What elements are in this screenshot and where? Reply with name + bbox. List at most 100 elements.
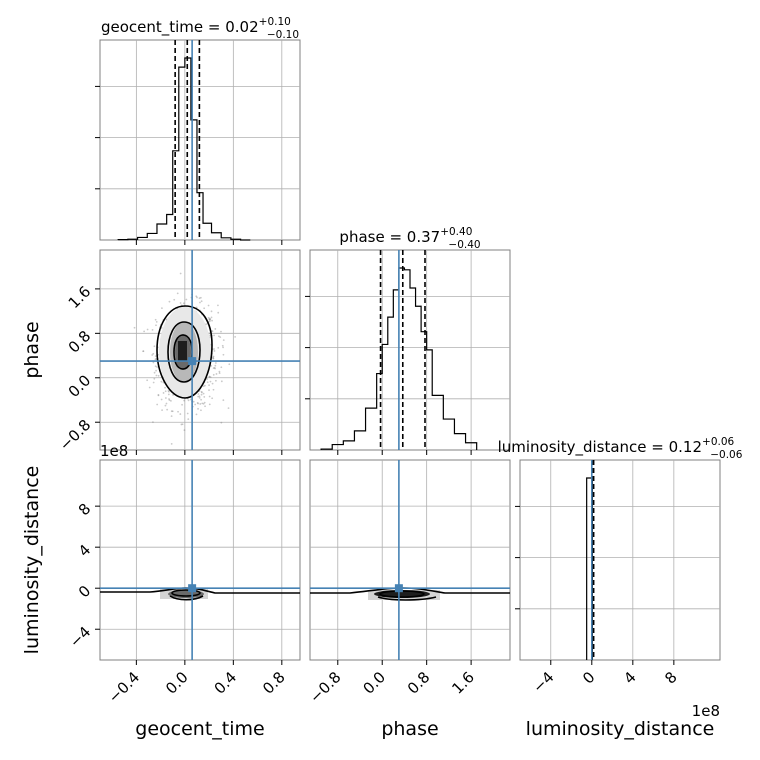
- sample-point: [195, 295, 198, 298]
- sample-point: [209, 380, 212, 383]
- sample-point: [214, 362, 217, 364]
- sample-point: [199, 403, 202, 405]
- sample-point: [179, 302, 182, 304]
- sample-point: [234, 335, 237, 338]
- panel-joint-phase-luminosity-distance: −0.8 0.0 0.8 1.6: [306, 459, 511, 707]
- histogram: [320, 267, 478, 450]
- sample-point: [187, 399, 190, 402]
- sample-point: [212, 367, 215, 370]
- sample-point: [157, 374, 160, 377]
- quantile-lines: [379, 250, 426, 450]
- x-tick-label: 1.6: [448, 668, 478, 698]
- y-tick-label: 1.6: [65, 283, 95, 313]
- y-tick-label: −0.8: [56, 416, 94, 454]
- sample-point: [204, 384, 206, 387]
- panel-title-phase: phase = 0.37+0.40 −0.40: [339, 226, 480, 251]
- sample-point: [208, 318, 211, 320]
- sample-point: [167, 389, 170, 392]
- sample-point: [157, 394, 160, 397]
- sample-point: [209, 376, 212, 379]
- sample-point: [179, 272, 182, 275]
- x-axis-label-geocent-time: geocent_time: [135, 718, 264, 740]
- grid: [310, 250, 510, 455]
- sample-point: [213, 350, 216, 352]
- sample-point: [187, 418, 190, 421]
- sample-point: [160, 380, 163, 383]
- sample-point: [164, 404, 167, 407]
- sample-point: [200, 393, 203, 396]
- sample-point: [170, 410, 173, 413]
- sample-point: [201, 402, 204, 405]
- sample-point: [161, 409, 163, 412]
- sample-point: [207, 316, 210, 319]
- sample-point: [182, 302, 185, 305]
- sample-point: [208, 389, 210, 392]
- sample-point: [210, 364, 213, 367]
- sample-point: [214, 379, 217, 382]
- sample-point: [167, 393, 170, 396]
- sample-point: [156, 366, 158, 368]
- sample-point: [228, 363, 231, 366]
- sample-point: [203, 307, 206, 310]
- sample-point: [218, 370, 221, 373]
- sample-point: [222, 339, 225, 342]
- sample-point: [183, 429, 186, 432]
- sample-point: [200, 390, 203, 393]
- histogram-steps: [320, 267, 478, 450]
- y-tick-label: 0: [75, 582, 94, 601]
- sample-point: [203, 401, 206, 404]
- sample-point: [181, 423, 184, 426]
- panel-hist-luminosity-distance: luminosity_distance = 0.12+0.06 −0.06: [498, 436, 743, 661]
- sample-point: [206, 381, 209, 384]
- sample-point: [155, 374, 158, 377]
- sample-point: [152, 421, 154, 424]
- sample-point: [215, 373, 218, 375]
- sample-point: [211, 397, 214, 400]
- sample-point: [181, 403, 183, 406]
- panel-title-geocent-time: geocent_time = 0.02+0.10 −0.10: [101, 16, 299, 41]
- sample-point: [208, 384, 210, 387]
- sample-point: [162, 392, 165, 394]
- sample-point: [153, 371, 156, 374]
- sample-point: [151, 354, 154, 356]
- sample-point: [164, 390, 167, 393]
- sample-point: [197, 395, 200, 398]
- histogram-steps: [117, 57, 251, 241]
- sample-point: [170, 442, 173, 445]
- sample-point: [198, 297, 201, 300]
- sample-point: [151, 328, 154, 331]
- offset-text-y: 1e8: [100, 442, 128, 460]
- sample-point: [209, 318, 211, 320]
- sample-point: [153, 345, 156, 348]
- y-ticks: −0.8 0.0 0.8 1.6: [56, 283, 100, 454]
- sample-point: [217, 304, 219, 307]
- sample-point: [152, 381, 155, 384]
- sample-point: [208, 318, 211, 321]
- sample-point: [133, 326, 136, 329]
- sample-point: [217, 335, 220, 338]
- y-ticks: [305, 295, 310, 400]
- sample-point: [218, 372, 221, 375]
- sample-point: [211, 382, 214, 385]
- sample-point: [164, 397, 167, 399]
- sample-point: [164, 386, 166, 389]
- sample-point: [208, 375, 211, 378]
- sample-point: [210, 310, 213, 313]
- x-tick-label: −0.4: [105, 668, 143, 706]
- x-tick-label: 0.4: [211, 668, 241, 698]
- sample-point: [152, 352, 155, 355]
- sample-point: [213, 366, 216, 369]
- sample-point: [143, 330, 146, 333]
- x-tick-label: 0.0: [162, 668, 192, 698]
- sample-point: [156, 403, 159, 406]
- truth-lines: [310, 460, 510, 660]
- sample-point: [170, 415, 173, 418]
- sample-point: [222, 346, 224, 349]
- sample-point: [168, 399, 171, 402]
- sample-point: [197, 402, 199, 405]
- truth-marker: [188, 357, 197, 366]
- sample-point: [154, 355, 157, 358]
- sample-point: [221, 344, 224, 347]
- sample-point: [168, 300, 171, 303]
